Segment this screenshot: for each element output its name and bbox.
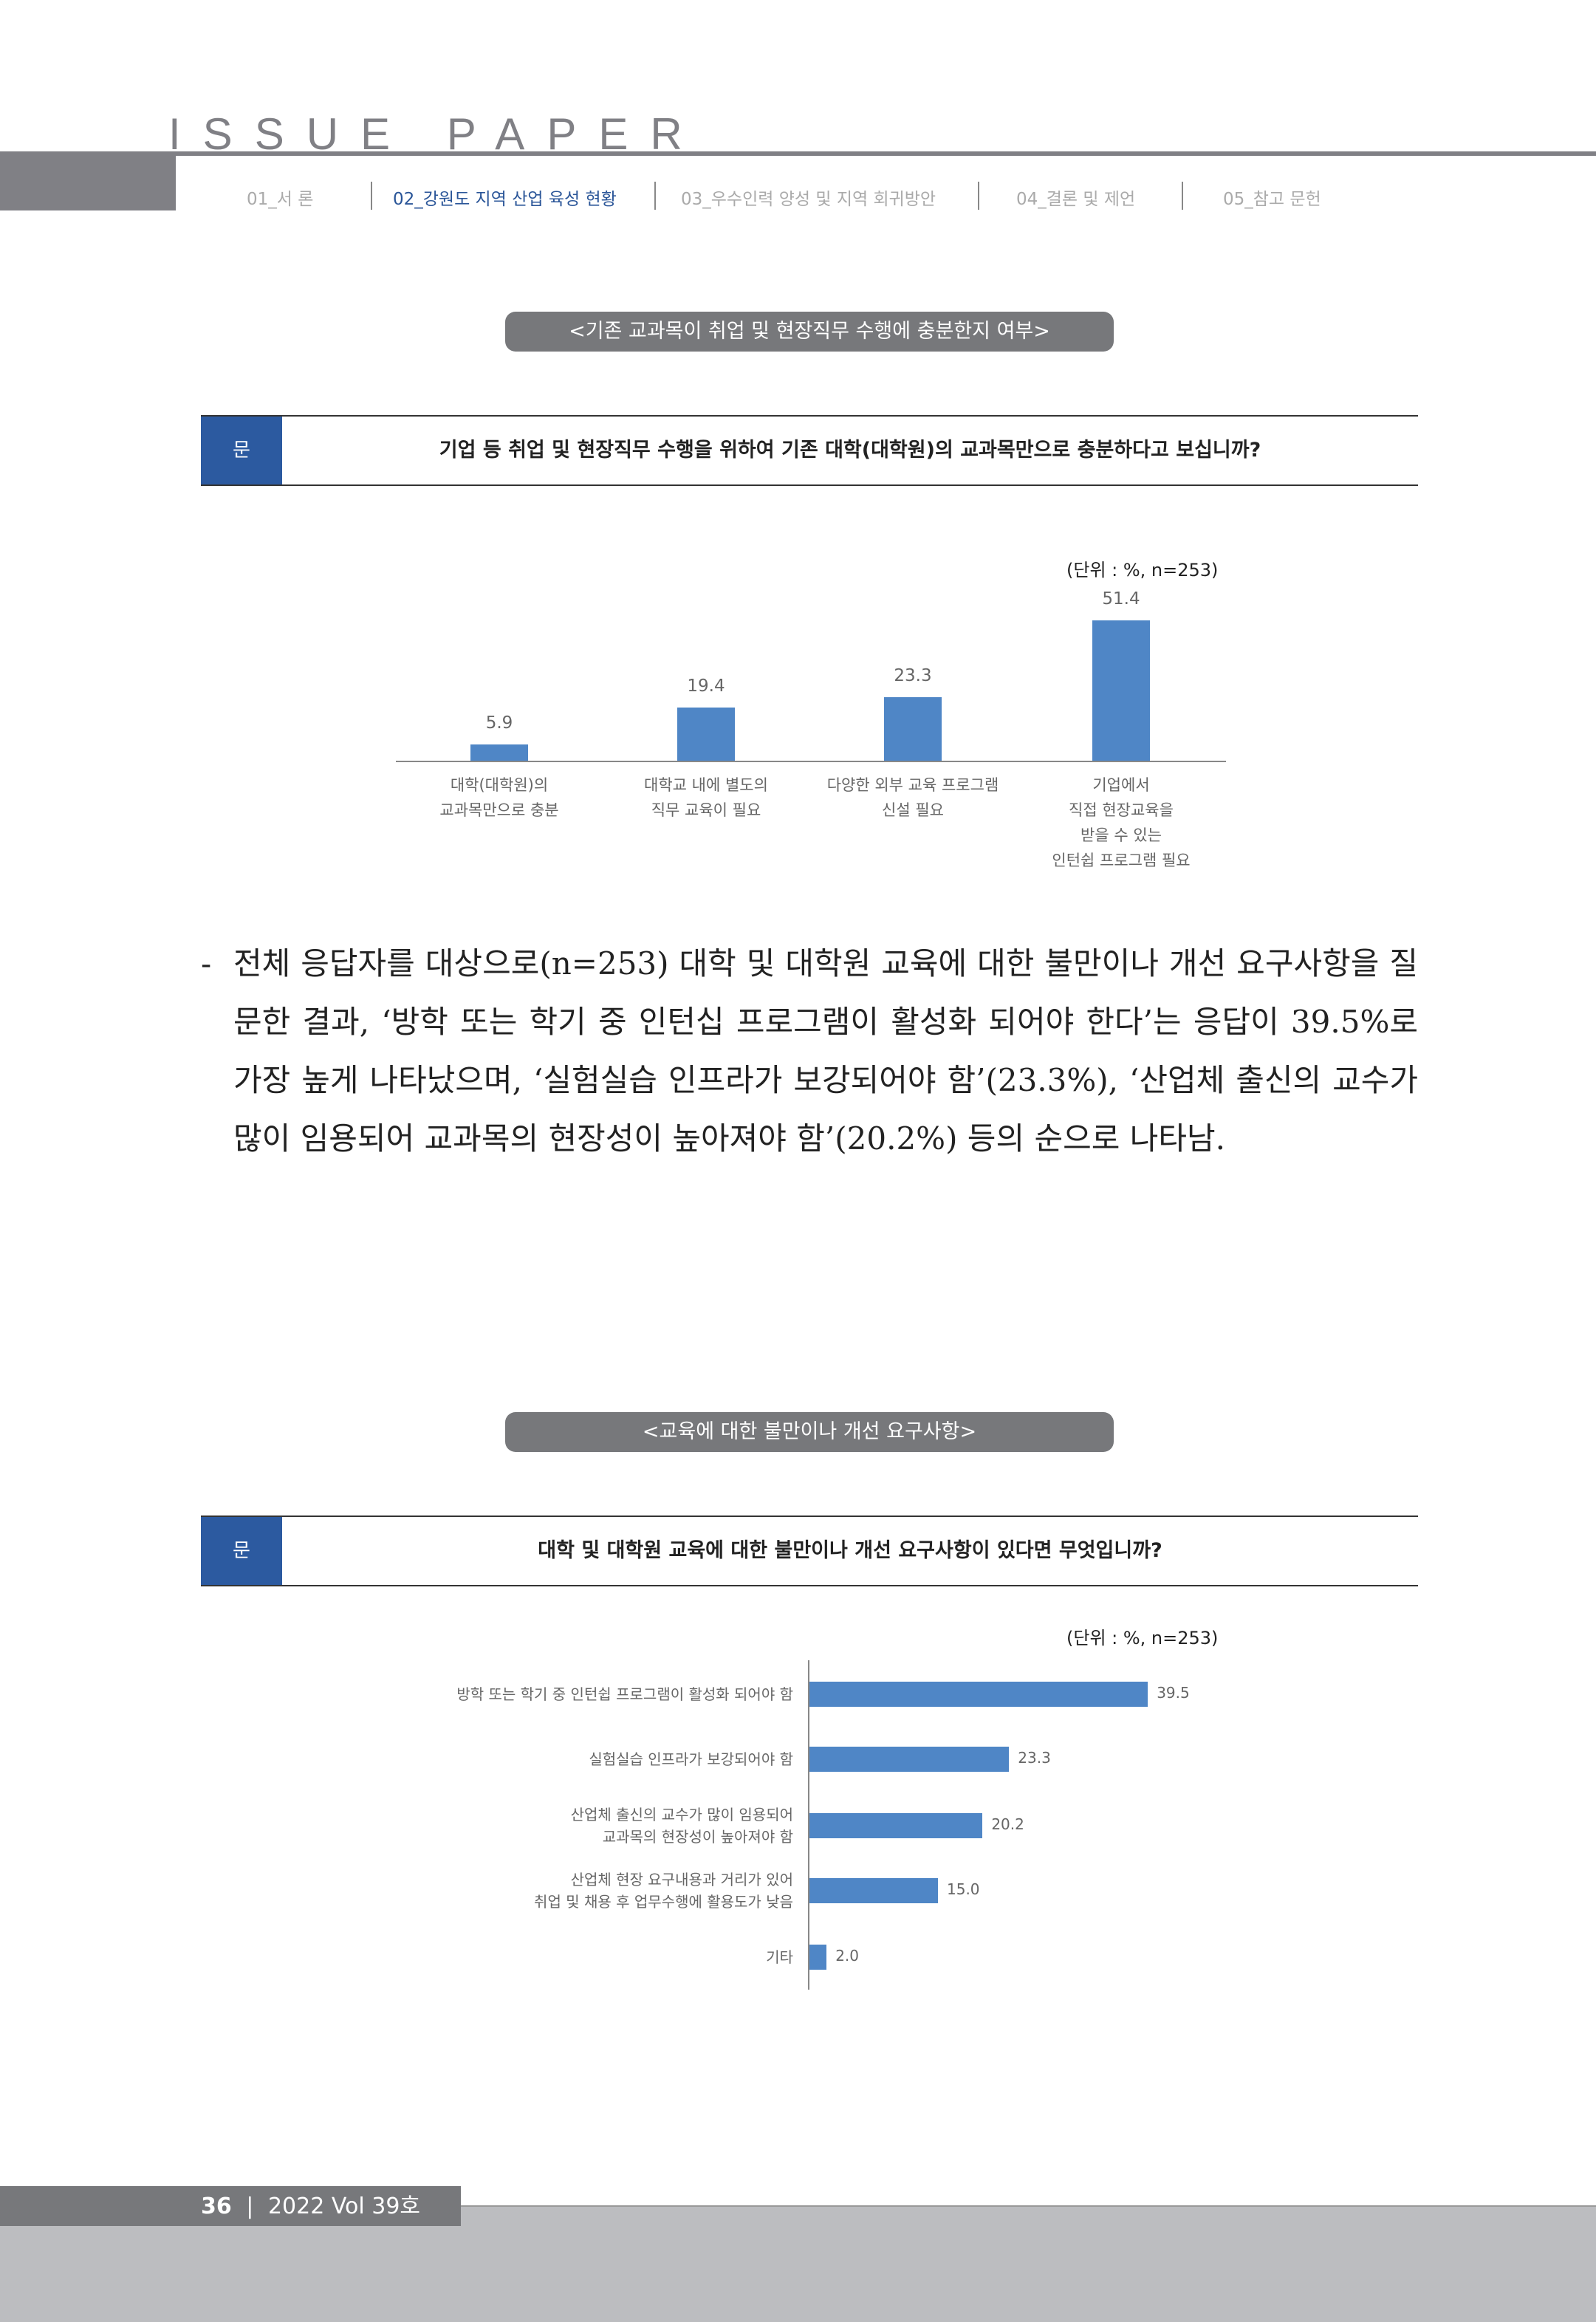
category-label-line: 대학(대학원)의 <box>450 776 549 794</box>
category-label-line: 취업 및 채용 후 업무수행에 활용도가 낮음 <box>534 1893 793 1911</box>
bar <box>809 1878 938 1903</box>
nav-separator <box>654 182 656 210</box>
nav-item-4[interactable]: 04_결론 및 제언 <box>1016 190 1136 209</box>
y-axis <box>808 1660 809 1990</box>
page-number: 36 <box>201 2193 232 2219</box>
category-label-line: 인턴쉽 프로그램 필요 <box>1052 852 1191 869</box>
section2-title: <교육에 대한 불만이나 개선 요구사항> <box>505 1412 1114 1452</box>
nav-separator <box>1182 182 1183 210</box>
data-label: 2.0 <box>835 1947 859 1965</box>
data-label: 23.3 <box>894 665 932 685</box>
category-label-line: 신설 필요 <box>882 801 944 819</box>
nav-item-2[interactable]: 02_강원도 지역 산업 육성 현황 <box>393 190 617 209</box>
nav-item-1[interactable]: 01_서 론 <box>247 190 314 209</box>
data-label: 51.4 <box>1102 589 1140 609</box>
bar <box>1092 620 1150 761</box>
brand-title: ISSUE PAPER <box>168 109 705 159</box>
footer-block <box>0 2186 461 2226</box>
category-label-line: 직접 현장교육을 <box>1069 801 1174 819</box>
paragraph-text: 전체 응답자를 대상으로(n=253) 대학 및 대학원 교육에 대한 불만이나… <box>233 945 1418 1157</box>
nav-item-5[interactable]: 05_참고 문헌 <box>1223 190 1321 209</box>
data-label: 23.3 <box>1018 1749 1051 1767</box>
header-block <box>0 151 176 210</box>
section1-title: <기존 교과목이 취업 및 현장직무 수행에 충분한지 여부> <box>505 312 1114 352</box>
category-label-line: 산업체 출신의 교수가 많이 임용되어 <box>570 1806 793 1823</box>
bar <box>809 1945 827 1970</box>
data-label: 20.2 <box>991 1815 1024 1833</box>
nav-separator <box>371 182 372 210</box>
category-label-line: 대학교 내에 별도의 <box>644 776 768 794</box>
footer-text: 36 | 2022 Vol 39호 <box>201 2191 420 2223</box>
category-label-line: 방학 또는 학기 중 인턴쉽 프로그램이 활성화 되어야 함 <box>456 1685 793 1703</box>
chart2-unit: (단위 : %, n=253) <box>1066 1628 1219 1648</box>
category-label: 방학 또는 학기 중 인턴쉽 프로그램이 활성화 되어야 함 <box>350 1683 793 1705</box>
category-label-line: 받을 수 있는 <box>1080 826 1162 844</box>
category-label-line: 직무 교육이 필요 <box>651 801 761 819</box>
question2-text: 대학 및 대학원 교육에 대한 불만이나 개선 요구사항이 있다면 무엇입니까? <box>538 1539 1162 1562</box>
category-label-line: 교과목의 현장성이 높아져야 함 <box>602 1828 793 1846</box>
body-paragraph: - 전체 응답자를 대상으로(n=253) 대학 및 대학원 교육에 대한 불만… <box>201 934 1418 1168</box>
bar <box>677 708 735 761</box>
category-label-line: 기업에서 <box>1092 776 1150 794</box>
question-mark-badge: 문 <box>201 417 282 484</box>
nav-separator <box>978 182 979 210</box>
bar <box>884 696 942 761</box>
category-label-line: 교과목만으로 충분 <box>439 801 559 819</box>
chart1-unit: (단위 : %, n=253) <box>1066 560 1219 580</box>
category-label: 기타 <box>350 1946 793 1968</box>
header-rule <box>0 151 1596 156</box>
data-label: 5.9 <box>485 713 513 733</box>
question1-text: 기업 등 취업 및 현장직무 수행을 위하여 기존 대학(대학원)의 교과목만으… <box>439 439 1261 462</box>
bar <box>470 744 528 761</box>
question-mark-badge: 문 <box>201 1517 282 1585</box>
question2-box: 문 대학 및 대학원 교육에 대한 불만이나 개선 요구사항이 있다면 무엇입니… <box>201 1516 1418 1586</box>
nav-item-3[interactable]: 03_우수인력 양성 및 지역 회귀방안 <box>681 190 936 209</box>
data-label: 15.0 <box>947 1880 980 1898</box>
data-label: 39.5 <box>1157 1684 1190 1702</box>
category-label: 실험실습 인프라가 보강되어야 함 <box>350 1748 793 1770</box>
x-axis <box>396 761 1226 762</box>
category-label-line: 산업체 현장 요구내용과 거리가 있어 <box>570 1871 793 1888</box>
issue-label: 2022 Vol 39호 <box>267 2193 421 2219</box>
bullet-dash: - <box>201 945 212 982</box>
footer-sep: | <box>246 2193 254 2219</box>
category-label-line: 다양한 외부 교육 프로그램 <box>826 776 999 794</box>
category-label-line: 기타 <box>766 1948 793 1966</box>
category-label-line: 실험실습 인프라가 보강되어야 함 <box>589 1750 793 1768</box>
bar <box>809 1747 1010 1772</box>
question1-box: 문 기업 등 취업 및 현장직무 수행을 위하여 기존 대학(대학원)의 교과목… <box>201 415 1418 486</box>
bar <box>809 1813 983 1838</box>
bar <box>809 1682 1148 1707</box>
data-label: 19.4 <box>687 677 725 696</box>
